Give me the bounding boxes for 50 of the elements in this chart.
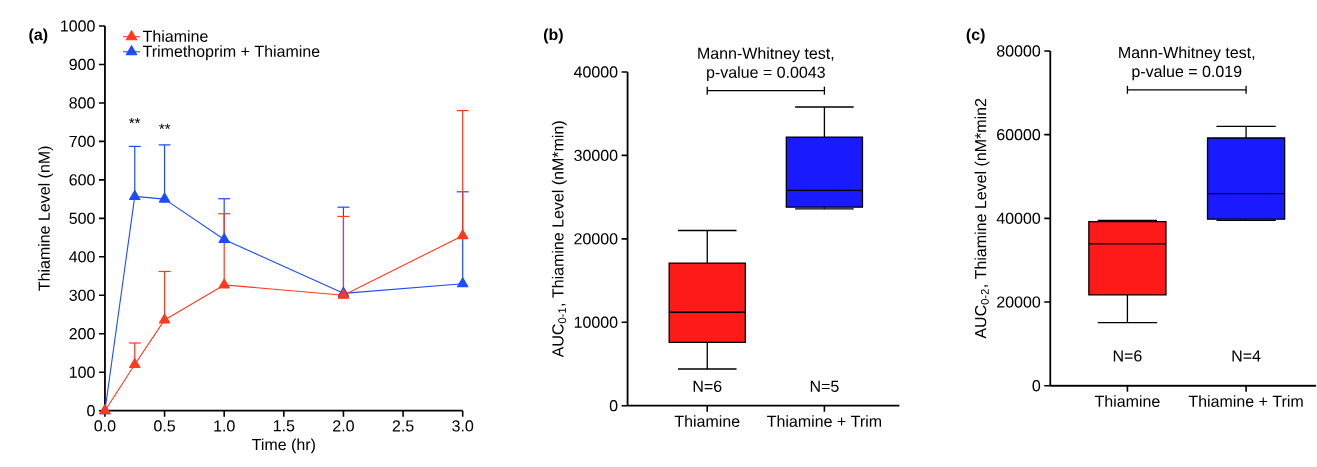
x-tick-label: 1.5: [273, 420, 295, 432]
x-tick-label: 3.0: [452, 420, 474, 432]
legend-label: Thiamine: [142, 30, 208, 43]
x-tick-label: 0.5: [154, 420, 175, 432]
y-axis-title: AUC$_{0-2}$, Thiamine Level (nM*min2: [974, 99, 990, 339]
y-tick-label: 60000: [997, 129, 1041, 141]
chart-title: (a): [29, 28, 48, 44]
annotation: N=6: [1113, 350, 1142, 362]
y-tick-label: 100: [69, 366, 95, 379]
y-tick-label: 20000: [574, 233, 618, 245]
annotation: Mann-Whitney test,: [1119, 46, 1255, 62]
y-tick-label: 300: [69, 289, 95, 302]
legend-label: Trimethoprim + Thiamine: [142, 45, 320, 61]
x-tick-label: 1.0: [214, 420, 235, 432]
y-axis-title: AUC$_{0-1}$, Thiamine Level (nM*min): [551, 121, 567, 358]
y-tick-label: 600: [69, 174, 95, 186]
x-tick-label: Thiamine: [674, 415, 740, 428]
y-tick-label: 700: [69, 135, 95, 148]
y-tick-label: 0: [87, 405, 95, 417]
y-axis-title: Thiamine Level (nM): [38, 146, 53, 292]
y-tick-label: 40000: [996, 212, 1041, 225]
x-tick-label: Thiamine + Trim: [767, 415, 882, 428]
y-tick-label: 800: [69, 97, 95, 109]
y-tick-label: 80000: [996, 45, 1041, 57]
y-tick-label: 40000: [573, 66, 618, 78]
annotation: **: [159, 123, 171, 130]
y-tick-label: 400: [69, 251, 95, 263]
y-tick-label: 0: [1032, 380, 1041, 392]
x-tick-label: 2.5: [392, 420, 414, 432]
annotation: N=4: [1232, 350, 1261, 362]
x-tick-label: 0.0: [94, 420, 116, 432]
chart-title: (b): [543, 28, 563, 44]
y-tick-label: 20000: [997, 296, 1041, 308]
y-tick-label: 200: [69, 328, 95, 340]
y-tick-label: 900: [69, 58, 95, 71]
x-tick-label: 2.0: [333, 420, 354, 432]
y-tick-label: 0: [609, 400, 618, 412]
annotation: p-value = 0.0043: [707, 66, 825, 82]
text: Mann-Whitney test,: [698, 47, 834, 63]
y-tick-label: 30000: [574, 149, 618, 162]
annotation: N=6: [693, 380, 722, 393]
chart-title: (c): [966, 28, 985, 44]
annotation: N=5: [810, 380, 839, 393]
annotation: **: [129, 118, 141, 124]
x-axis-title: Time (hr): [252, 438, 315, 454]
y-tick-label: 10000: [574, 316, 618, 329]
y-tick-label: 1000: [61, 20, 95, 32]
y-tick-label: 500: [69, 212, 95, 225]
x-tick-label: Thiamine + Trim: [1188, 395, 1303, 408]
annotation: p-value = 0.019: [1132, 65, 1242, 81]
